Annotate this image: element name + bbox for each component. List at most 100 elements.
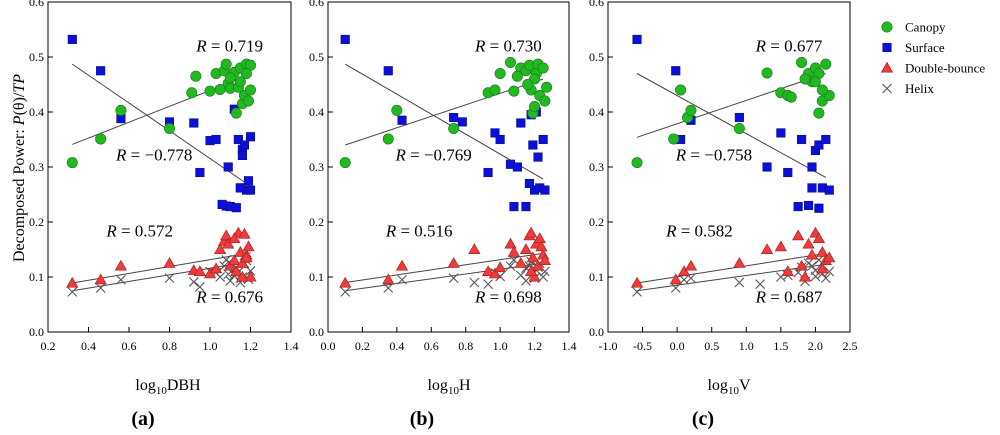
point-canopy (66, 157, 78, 169)
r-label-double-bounce: R = 0.516 (385, 221, 453, 240)
fit-line-double-bounce (636, 252, 826, 284)
fit-line-surface (636, 73, 827, 178)
x-tick-label: 0.2 (41, 339, 56, 353)
point-surface (67, 34, 77, 44)
y-tick-label: 0.6 (29, 0, 44, 9)
point-canopy (733, 123, 745, 135)
point-double-bounce (792, 229, 805, 241)
x-tick-label: -1.0 (599, 339, 618, 353)
point-surface (803, 200, 814, 211)
point-canopy (816, 84, 828, 96)
point-surface (490, 128, 500, 138)
point-double-bounce (816, 262, 829, 274)
point-surface (734, 112, 744, 123)
legend-label: Surface (905, 40, 945, 55)
point-surface (807, 183, 817, 193)
point-surface (483, 167, 493, 178)
y-axis-title: Decomposed Power: P(θ)/TP (11, 74, 28, 262)
fit-line-canopy (636, 73, 826, 138)
point-double-bounce (209, 262, 223, 274)
x-tick-label: 1.0 (739, 339, 754, 353)
point-canopy (164, 123, 176, 135)
chart-panel-2: 0.0 0.1 0.2 0.3 0.4 0.5 0.6 0.0 0.2 0.4 0.6 0.8 1.0 1… (309, 0, 577, 430)
point-double-bounce (519, 243, 533, 254)
x-tick-label: 1.4 (562, 339, 577, 353)
point-canopy (240, 68, 252, 80)
point-canopy (186, 87, 198, 99)
point-canopy (539, 95, 551, 107)
legend-marker-canopy (881, 21, 893, 33)
point-double-bounce (507, 246, 521, 257)
point-surface (533, 152, 543, 162)
y-tick-label: 0.5 (309, 50, 324, 64)
point-canopy (541, 81, 553, 93)
point-helix (538, 272, 549, 282)
point-double-bounce (222, 237, 235, 249)
r-label-canopy: R = 0.730 (474, 37, 542, 56)
y-tick-label: 0.2 (309, 215, 324, 229)
x-tick-label: 0.8 (458, 339, 473, 353)
point-double-bounce (94, 273, 107, 285)
point-double-bounce (494, 261, 507, 273)
point-double-bounce (504, 237, 517, 249)
point-surface (495, 134, 505, 145)
point-double-bounce (760, 243, 774, 254)
fit-line-helix (345, 262, 544, 292)
point-surface (821, 134, 831, 145)
r-label-helix: R = 0.676 (195, 287, 263, 306)
point-surface (814, 140, 824, 150)
point-double-bounce (66, 276, 79, 288)
point-helix (215, 272, 226, 282)
point-double-bounce (240, 251, 253, 263)
point-double-bounce (230, 265, 243, 277)
point-double-bounce (774, 240, 787, 252)
point-double-bounce (468, 243, 481, 254)
r-label-surface: R = −0.778 (115, 145, 192, 164)
x-tick-label: 1.5 (773, 339, 788, 353)
y-tick-label: 0.6 (309, 0, 324, 9)
point-surface (671, 66, 681, 76)
y-tick-label: 0.5 (29, 50, 44, 64)
point-surface (96, 66, 106, 76)
point-double-bounce (816, 246, 829, 257)
point-surface (340, 34, 350, 44)
chart-panel-1: 0.0 0.1 0.2 0.3 0.4 0.5 0.6 0.2 0.4 0.6 0.8 1.0 1.2 1… (29, 0, 299, 430)
point-canopy (631, 157, 643, 169)
point-helix (397, 274, 407, 285)
point-surface (235, 183, 245, 193)
x-tick-label: 0.2 (355, 339, 370, 353)
point-double-bounce (535, 240, 548, 252)
r-label-canopy: R = 0.719 (195, 37, 263, 56)
point-surface (528, 140, 538, 150)
y-tick-label: 0.0 (589, 325, 604, 339)
point-helix (383, 283, 394, 293)
point-canopy (204, 85, 216, 97)
x-tick-label: 1.0 (493, 339, 508, 353)
point-canopy (230, 107, 242, 119)
y-axis-title-tp: TP (11, 74, 28, 93)
y-tick-label: 0.2 (29, 215, 44, 229)
point-double-bounce (525, 265, 538, 277)
point-double-bounce (395, 259, 409, 271)
point-double-bounce (236, 270, 249, 282)
point-canopy (245, 84, 257, 96)
point-canopy (448, 123, 460, 135)
x-axis-title: log10DBH (135, 377, 201, 397)
point-helix (188, 277, 199, 287)
point-canopy (529, 101, 541, 113)
point-helix (824, 266, 835, 277)
point-double-bounce (114, 259, 128, 271)
point-surface (521, 202, 531, 212)
point-helix (521, 275, 531, 286)
point-double-bounce (538, 254, 552, 266)
point-double-bounce (224, 259, 237, 271)
point-double-bounce (481, 265, 495, 277)
x-tick-label: 1.2 (527, 339, 542, 353)
point-surface (457, 117, 467, 127)
point-double-bounce (805, 248, 819, 260)
point-canopy (115, 104, 127, 116)
legend-marker-double-bounce (880, 61, 894, 73)
x-tick-label: 0.6 (122, 339, 137, 353)
x-tick-label: 0.4 (81, 339, 96, 353)
x-tick-label: 1.2 (243, 339, 258, 353)
